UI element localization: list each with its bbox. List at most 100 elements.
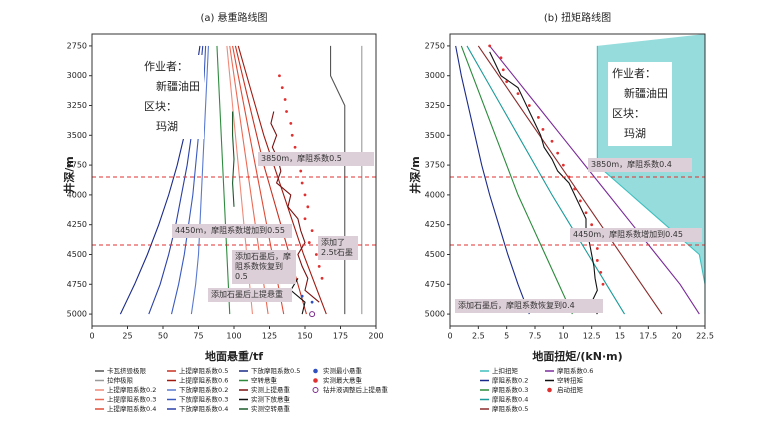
legend-label: 下放摩阻系数0.5 [251,366,300,375]
info-line: 新疆油田 [624,87,668,100]
series-line [489,45,700,315]
data-point [306,205,310,209]
data-point [499,56,503,60]
data-point [561,163,565,167]
data-point [599,270,603,274]
y-tick-label: 3500 [67,131,87,140]
x-tick-label: 25 [122,332,132,341]
legend-label: 启动扭矩 [557,385,584,394]
y-tick-label: 3500 [425,131,445,140]
y-axis-label: 井深/m [408,156,422,193]
y-tick-label: 4250 [425,220,445,229]
y-tick-label: 2750 [425,41,445,50]
y-tick-label: 4750 [425,280,445,289]
data-point [573,187,577,191]
data-point [516,92,520,95]
data-point [537,116,540,119]
data-point [320,276,324,280]
series-line [290,278,306,315]
data-point [317,265,321,268]
series-line [330,45,346,315]
data-point [300,181,304,185]
annotation: 3850m，摩阻系数0.4 [588,158,692,172]
x-tick-label: 150 [297,332,312,341]
data-point [293,145,297,149]
annotation: 添加了2.5t石墨 [318,236,358,260]
info-line: 作业者： [612,67,656,80]
legend-label: 实测下放悬重 [251,395,291,404]
x-tick-label: 0 [89,332,94,341]
data-point [590,223,594,227]
legend-label: 实测最小悬重 [323,366,363,375]
legend-label: 下放摩阻系数0.2 [179,385,228,394]
y-axis-label: 井深/m [62,156,76,193]
y-tick-label: 3750 [425,161,445,170]
data-point [541,127,545,131]
legend-swatch [313,378,318,383]
annotation: 添加石墨后上提悬重 [208,288,292,302]
y-tick-label: 2750 [67,41,87,50]
x-tick-label: 12.5 [583,332,601,341]
x-tick-label: 50 [158,332,168,341]
x-tick-label: 200 [368,332,383,341]
info-line: 作业者： [144,60,188,73]
legend-label: 摩阻系数0.2 [492,376,528,385]
x-tick-label: 17.5 [639,332,657,341]
annotation: 3850m，摩阻系数0.5 [258,152,374,166]
series-line [489,51,598,315]
series-line [477,45,663,315]
info-line: 区块： [144,100,177,113]
data-point [310,300,314,304]
legend-label: 实测最大悬重 [323,376,363,385]
legend-label: 摩阻系数0.5 [492,404,528,413]
chart-title: (a) 悬重路线图 [200,11,267,24]
legend-label: 拉伸极限 [107,376,134,385]
data-point [300,294,304,298]
data-point [314,253,318,256]
x-tick-label: 2.5 [472,332,485,341]
legend-label: 摩阻系数0.3 [492,385,528,394]
y-tick-label: 4000 [67,190,87,199]
legend-label: 钻井液调整后上提悬重 [323,385,389,394]
x-axis-label: 地面扭矩/(kN·m) [532,349,622,363]
legend-label: 空转扭矩 [557,376,584,385]
data-point [505,80,509,84]
y-tick-label: 4750 [67,280,87,289]
y-tick-label: 4250 [67,220,87,229]
data-point [501,68,505,72]
legend-label: 上提摩阻系数0.6 [179,376,228,385]
x-tick-label: 125 [262,332,277,341]
data-point [550,139,554,143]
info-line: 新疆油田 [156,80,200,93]
data-point [278,74,281,78]
x-tick-label: 15 [615,332,625,341]
legend-label: 卡瓦挤毁极限 [107,366,147,375]
series-line [460,45,573,315]
data-point [578,199,582,203]
plot-frame [91,33,377,327]
legend-label: 上提摩阻系数0.3 [107,395,156,404]
legend-label: 摩阻系数0.6 [557,366,593,375]
x-tick-label: 10 [558,332,568,341]
y-tick-label: 3750 [67,161,87,170]
x-axis-label: 地面悬重/tf [205,349,263,363]
annotation: 4450m，摩阻系数增加到0.55 [172,224,292,238]
legend-swatch [547,387,552,393]
series-line [237,45,327,315]
legend-label: 下放摩阻系数0.4 [179,404,228,413]
x-tick-label: 7.5 [529,332,542,341]
legend-label: 上扣扭矩 [492,366,519,375]
data-point [289,121,293,125]
data-point [285,110,288,113]
legend-label: 上提摩阻系数0.5 [179,366,228,375]
series-line [596,45,705,315]
plot-frame [449,33,706,327]
series-line [455,45,530,315]
data-point [595,259,599,262]
legend-label: 实测空转悬重 [251,404,291,413]
y-tick-label: 4500 [67,250,87,259]
data-point [303,217,307,221]
data-point [595,247,599,250]
series-line [190,45,209,315]
